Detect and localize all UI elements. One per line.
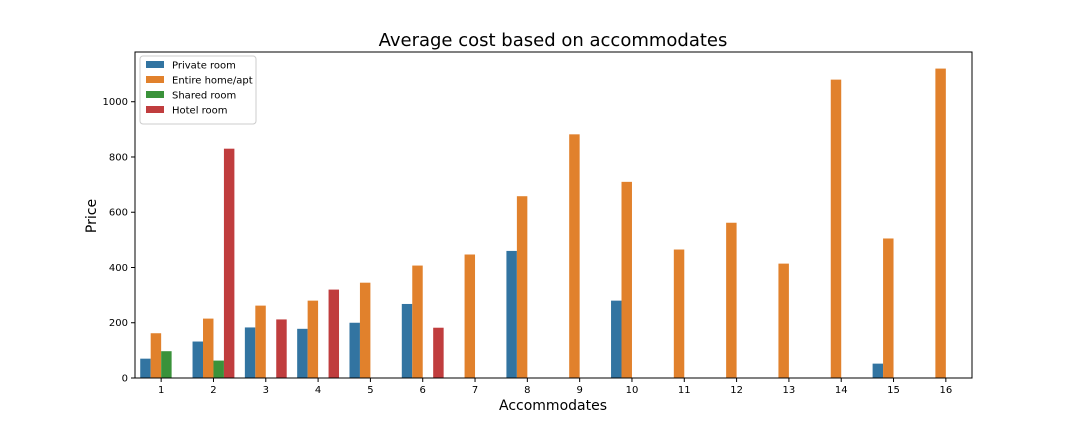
x-tick-label: 12	[730, 385, 743, 396]
legend-label: Private room	[172, 61, 236, 72]
x-tick-label: 15	[887, 385, 900, 396]
bar-hotel-room-4	[328, 289, 340, 378]
legend: Private room Entire home/apt Shared room Ho…	[139, 55, 257, 125]
bar-private-room-8	[506, 250, 517, 378]
y-tick-label: 0	[122, 374, 128, 385]
x-tick-label: 7	[472, 385, 478, 396]
x-axis: 1 2 3 4 5 6 7 8 9 10 11 12 13 14 15 16	[158, 378, 952, 396]
bar-private-room-4	[297, 328, 308, 378]
chart-title: Average cost based on accommodates	[379, 30, 728, 51]
legend-label: Shared room	[172, 91, 236, 102]
x-tick-label: 16	[939, 385, 952, 396]
x-tick-label: 6	[420, 385, 426, 396]
legend-swatch	[146, 76, 164, 83]
legend-box	[139, 55, 257, 125]
x-tick-label: 5	[367, 385, 373, 396]
bar-private-room-2	[192, 341, 203, 378]
bar-entire-home-apt-9	[569, 134, 580, 378]
bar-entire-home-apt-12	[726, 222, 737, 378]
bar-entire-home-apt-11	[673, 249, 685, 378]
bar-entire-home-apt-15	[883, 238, 894, 378]
bar-private-room-6	[401, 303, 413, 378]
legend-swatch	[146, 61, 164, 68]
bar-entire-home-apt-5	[359, 282, 371, 378]
bar-entire-home-apt-10	[621, 181, 632, 378]
x-tick-label: 1	[158, 385, 164, 396]
y-tick-label: 800	[109, 152, 128, 163]
bar-entire-home-apt-13	[778, 263, 789, 378]
bar-hotel-room-6	[433, 327, 444, 378]
plot-frame	[134, 51, 973, 379]
bar-private-room-10	[611, 300, 622, 378]
bar-shared-room-1	[161, 351, 172, 378]
y-axis: 0 200 400 600 800 1000	[103, 97, 135, 385]
bar-entire-home-apt-4	[307, 300, 319, 378]
x-tick-label: 9	[576, 385, 582, 396]
bar-entire-home-apt-8	[516, 196, 528, 378]
x-tick-label: 3	[263, 385, 269, 396]
bar-shared-room-2	[213, 360, 224, 378]
bar-private-room-3	[244, 327, 256, 378]
x-tick-label: 11	[678, 385, 691, 396]
bar-private-room-1	[140, 358, 151, 378]
bar-entire-home-apt-2	[203, 318, 214, 378]
bar-hotel-room-2	[223, 148, 235, 378]
x-tick-label: 8	[524, 385, 530, 396]
x-axis-label: Accommodates	[499, 398, 607, 414]
bar-entire-home-apt-1	[150, 333, 162, 378]
bar-entire-home-apt-16	[935, 68, 946, 378]
bar-entire-home-apt-6	[412, 265, 423, 378]
x-tick-label: 10	[626, 385, 639, 396]
bars-group	[140, 68, 946, 378]
bar-entire-home-apt-7	[464, 254, 476, 378]
x-tick-label: 2	[210, 385, 216, 396]
y-tick-label: 400	[109, 263, 128, 274]
legend-swatch	[146, 91, 164, 98]
x-tick-label: 13	[783, 385, 796, 396]
x-tick-label: 4	[315, 385, 321, 396]
bar-hotel-room-3	[276, 319, 287, 378]
legend-swatch	[146, 106, 164, 113]
bar-entire-home-apt-3	[255, 305, 266, 378]
y-axis-label: Price	[84, 199, 100, 233]
bar-private-room-15	[872, 363, 884, 378]
legend-label: Hotel room	[172, 106, 228, 117]
y-tick-label: 200	[109, 318, 128, 329]
x-tick-label: 14	[835, 385, 848, 396]
bar-private-room-5	[349, 322, 360, 378]
y-tick-label: 600	[109, 208, 128, 219]
y-tick-label: 1000	[103, 97, 128, 108]
bar-entire-home-apt-14	[830, 79, 842, 378]
legend-label: Entire home/apt	[172, 76, 253, 87]
